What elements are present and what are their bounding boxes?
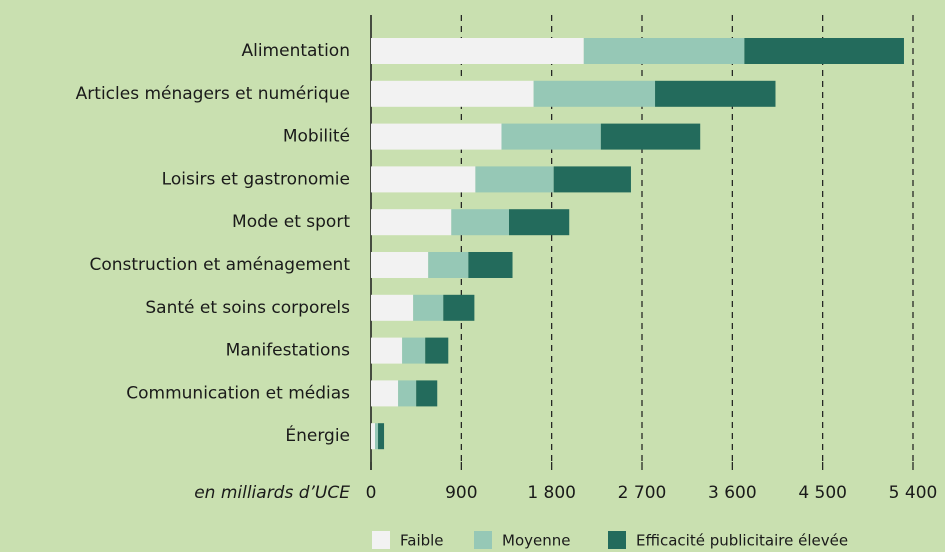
bar-segment [443, 294, 475, 321]
legend-swatch [608, 531, 626, 549]
bar-segment [371, 209, 452, 236]
bar-segment [371, 80, 534, 107]
bar-segment [744, 38, 904, 64]
bar-segment [371, 123, 502, 150]
bar-segment [475, 166, 554, 193]
bar-segment [375, 423, 379, 450]
bar-segment [553, 166, 631, 193]
legend-label: Faible [400, 532, 444, 550]
bar-segment [371, 166, 476, 193]
x-tick-label: 1 800 [527, 483, 576, 503]
y-tick-label: Alimentation [241, 41, 350, 61]
bar-segment [371, 294, 414, 321]
bar-segment [371, 38, 584, 64]
y-tick-label: Loisirs et gastronomie [162, 169, 350, 189]
x-axis-label: en milliards d’UCE [194, 483, 350, 503]
bar-segment [509, 209, 570, 236]
bar-segment [398, 380, 417, 407]
bar-segment [402, 337, 426, 364]
bar-segment [655, 80, 776, 107]
x-tick-label: 2 700 [618, 483, 667, 503]
legend-label: Efficacité publicitaire élevée [636, 532, 848, 550]
y-tick-label: Énergie [285, 424, 350, 446]
bar-segment [425, 337, 449, 364]
y-tick-label: Mode et sport [232, 212, 350, 232]
bar-segment [371, 252, 429, 278]
legend-label: Moyenne [502, 532, 570, 550]
bar-segment [533, 80, 656, 107]
bar-segment [378, 423, 385, 450]
y-tick-label: Articles ménagers et numérique [76, 84, 350, 104]
y-tick-label: Santé et soins corporels [145, 298, 350, 318]
bar-segment [371, 380, 399, 407]
bar-segment [600, 123, 701, 150]
bar-segment [451, 209, 510, 236]
x-tick-label: 0 [366, 483, 377, 503]
legend-swatch [474, 531, 492, 549]
bar-segment [428, 252, 469, 278]
y-tick-label: Manifestations [226, 341, 351, 361]
y-tick-label: Communication et médias [126, 383, 350, 403]
y-tick-label: Construction et aménagement [89, 255, 350, 275]
x-tick-label: 4 500 [798, 483, 847, 503]
x-tick-label: 900 [445, 483, 477, 503]
bar-segment [416, 380, 438, 407]
bar-segment [468, 252, 513, 278]
y-tick-label: Mobilité [283, 127, 350, 147]
bar-segment [501, 123, 601, 150]
bar-segment [371, 423, 376, 450]
bar-segment [413, 294, 444, 321]
bar-segment [583, 38, 745, 64]
x-tick-label: 3 600 [708, 483, 757, 503]
legend-swatch [372, 531, 390, 549]
bar-segment [371, 337, 403, 364]
x-tick-label: 5 400 [889, 483, 938, 503]
